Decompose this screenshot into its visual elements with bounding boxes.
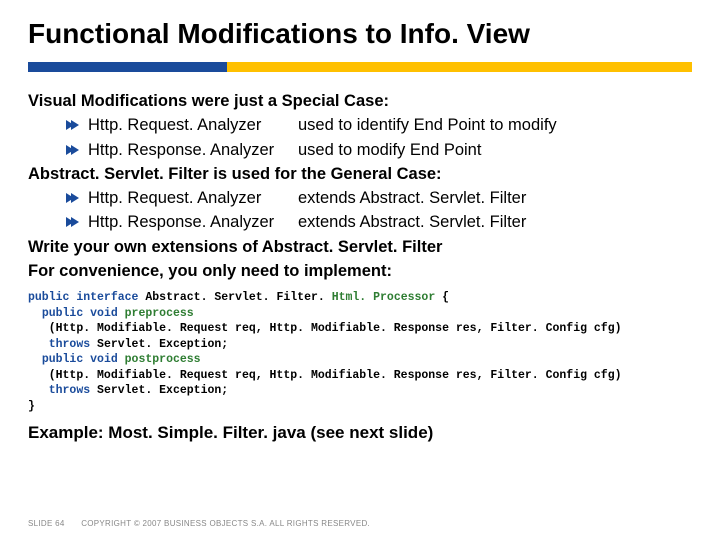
bullet-desc: extends Abstract. Servlet. Filter <box>298 187 526 209</box>
code-snippet: public interface Abstract. Servlet. Filt… <box>28 290 692 414</box>
bullet-request-analyzer-1: Http. Request. Analyzer used to identify… <box>66 114 692 136</box>
bullet-desc: used to modify End Point <box>298 139 481 161</box>
kw-throws: throws <box>49 338 90 351</box>
chevron-bullet-icon <box>66 120 80 130</box>
bullet-request-analyzer-2: Http. Request. Analyzer extends Abstract… <box>66 187 692 209</box>
kw-void: void <box>90 353 118 366</box>
kw-public: public <box>28 291 69 304</box>
slide-footer: SLIDE 64 COPYRIGHT © 2007 BUSINESS OBJEC… <box>28 519 370 528</box>
code-signature: (Http. Modifiable. Request req, Http. Mo… <box>49 369 622 382</box>
code-class: Abstract. Servlet. Filter. <box>145 291 331 304</box>
slide-number: SLIDE 64 <box>28 519 65 528</box>
bullet-label: Http. Request. Analyzer <box>88 187 298 209</box>
slide-content: Visual Modifications were just a Special… <box>28 90 692 445</box>
code-exception: Servlet. Exception; <box>97 338 228 351</box>
bullet-label: Http. Response. Analyzer <box>88 139 298 161</box>
bullet-label: Http. Request. Analyzer <box>88 114 298 136</box>
code-signature: (Http. Modifiable. Request req, Http. Mo… <box>49 322 622 335</box>
chevron-bullet-icon <box>66 145 80 155</box>
chevron-bullet-icon <box>66 193 80 203</box>
heading-implement: For convenience, you only need to implem… <box>28 260 692 282</box>
title-divider <box>28 62 692 72</box>
bullet-desc: used to identify End Point to modify <box>298 114 557 136</box>
kw-void: void <box>90 307 118 320</box>
example-line: Example: Most. Simple. Filter. java (see… <box>28 422 692 445</box>
bullet-desc: extends Abstract. Servlet. Filter <box>298 211 526 233</box>
slide-container: Functional Modifications to Info. View V… <box>0 0 720 540</box>
code-method-postprocess: postprocess <box>125 353 201 366</box>
code-inner-class: Html. Processor <box>332 291 436 304</box>
bullet-label: Http. Response. Analyzer <box>88 211 298 233</box>
heading-special-case: Visual Modifications were just a Special… <box>28 90 692 112</box>
code-exception: Servlet. Exception; <box>97 384 228 397</box>
kw-public: public <box>42 307 83 320</box>
kw-interface: interface <box>76 291 138 304</box>
heading-general-case: Abstract. Servlet. Filter is used for th… <box>28 163 692 185</box>
slide-title: Functional Modifications to Info. View <box>28 18 692 50</box>
kw-throws: throws <box>49 384 90 397</box>
heading-write-extensions: Write your own extensions of Abstract. S… <box>28 236 692 258</box>
bullet-response-analyzer-2: Http. Response. Analyzer extends Abstrac… <box>66 211 692 233</box>
chevron-bullet-icon <box>66 217 80 227</box>
bullet-response-analyzer-1: Http. Response. Analyzer used to modify … <box>66 139 692 161</box>
kw-public: public <box>42 353 83 366</box>
code-method-preprocess: preprocess <box>125 307 194 320</box>
copyright-text: COPYRIGHT © 2007 BUSINESS OBJECTS S.A. A… <box>81 519 370 528</box>
